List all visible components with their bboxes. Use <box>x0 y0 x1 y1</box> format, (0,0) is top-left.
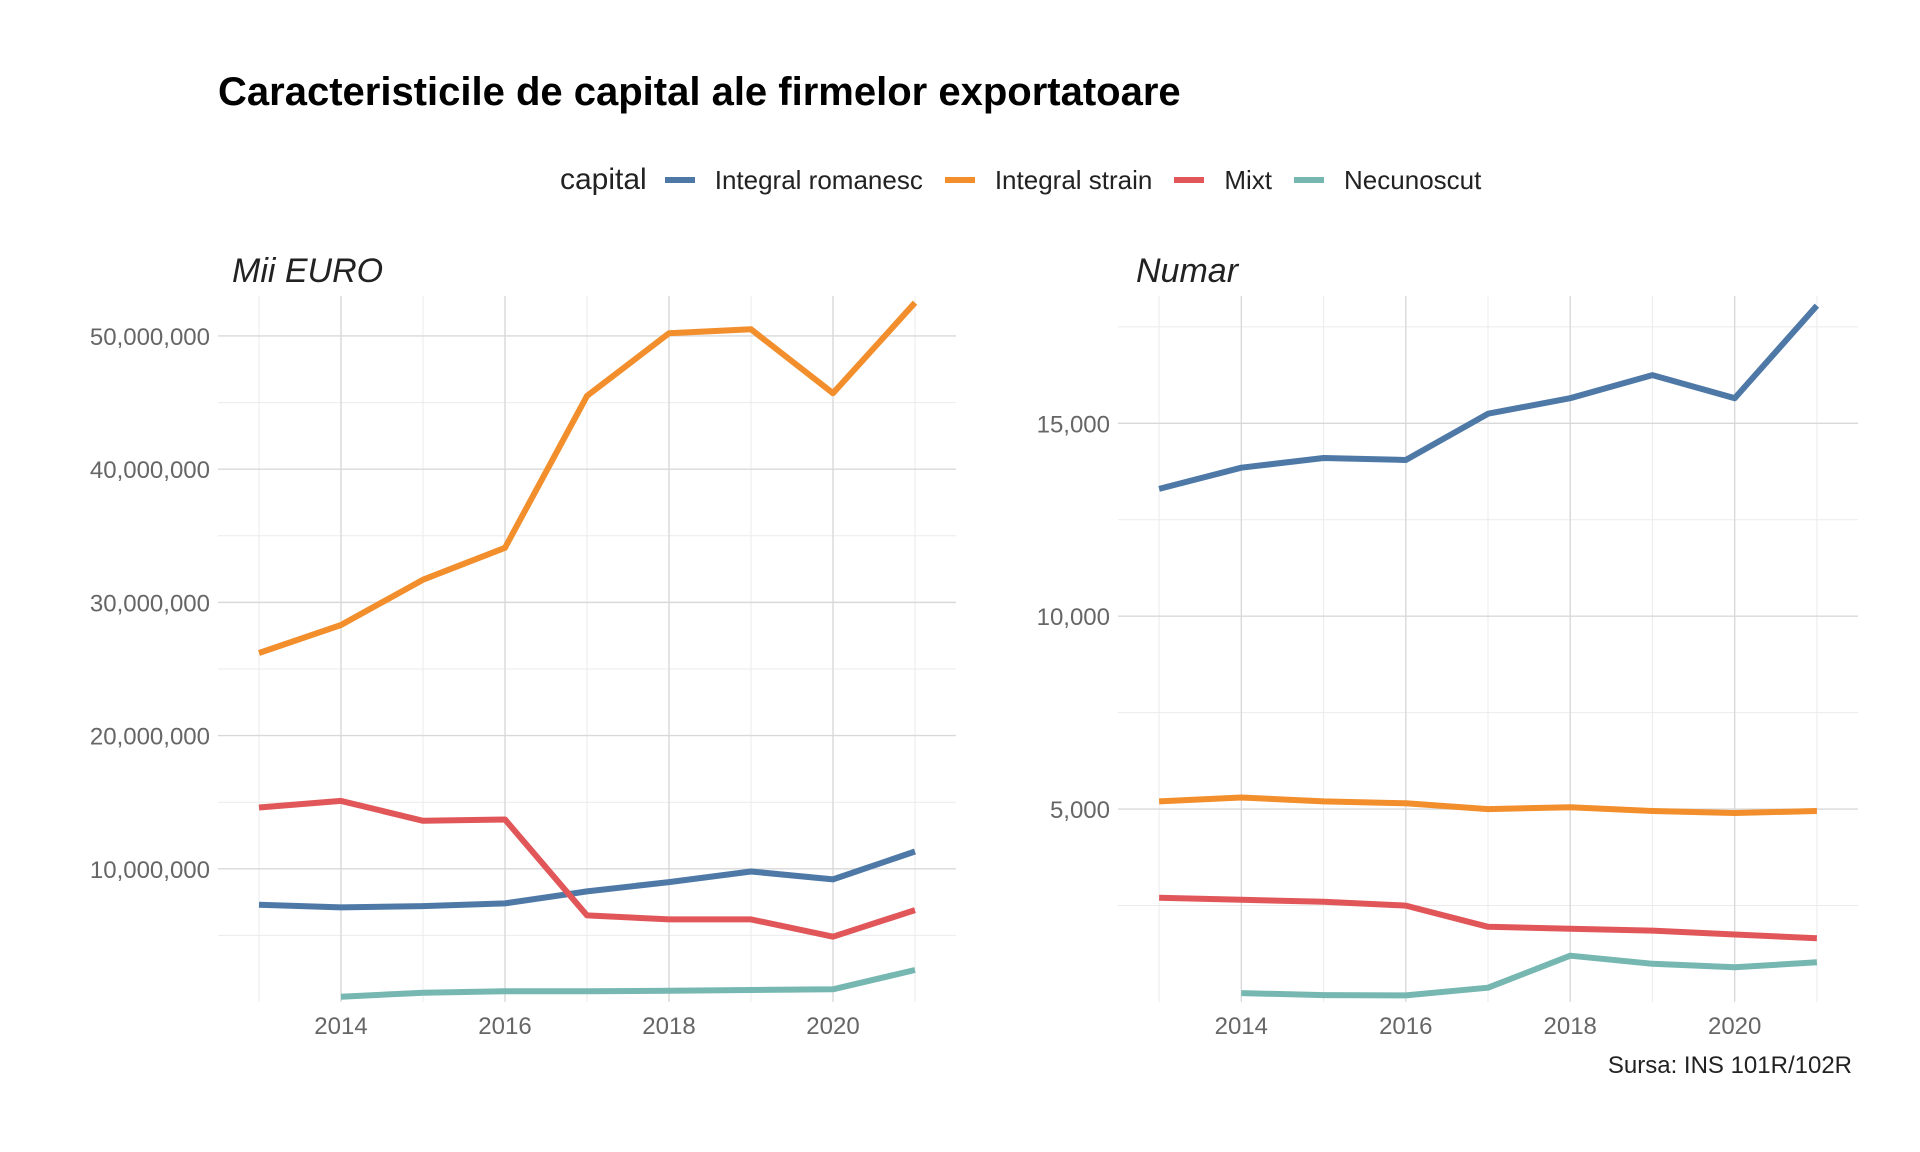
legend-label: Necunoscut <box>1344 164 1482 195</box>
y-tick-label: 10,000 <box>1037 604 1110 631</box>
legend-label: Integral romanesc <box>714 164 923 195</box>
chart-panel: Numar 5,000 10,000 15,000 2014 2016 2018 2020 <box>1037 252 1858 1040</box>
panel-title: Numar <box>1136 252 1240 290</box>
chart-title: Caracteristicile de capital ale firmelor… <box>218 70 1181 114</box>
x-tick-label: 2020 <box>1708 1013 1761 1040</box>
x-tick-label: 2014 <box>1215 1013 1268 1040</box>
series-line-integral-romanesc <box>1158 303 1820 492</box>
legend-key-mixt <box>1174 177 1205 183</box>
panel-title: Mii EURO <box>232 252 383 290</box>
legend-item-integral-romanesc: Integral romanesc <box>664 164 923 196</box>
x-tick-label: 2016 <box>478 1013 531 1040</box>
y-tick-label: 10,000,000 <box>90 857 210 884</box>
y-tick-label: 50,000,000 <box>90 324 210 351</box>
y-tick-label: 5,000 <box>1050 797 1110 824</box>
legend-title: capital <box>560 163 647 196</box>
legend-key-integral-strain <box>944 177 975 183</box>
y-tick-label: 20,000,000 <box>90 724 210 751</box>
series-line-integral-strain <box>1158 794 1817 816</box>
legend-label: Mixt <box>1224 164 1273 195</box>
y-tick-label: 40,000,000 <box>90 457 210 484</box>
source-caption: Sursa: INS 101R/102R <box>1607 1052 1852 1079</box>
legend-key-integral-romanesc <box>664 177 695 183</box>
chart-panel: Mii EURO 10,000,000 20,000,000 30,000,000 40… <box>90 252 956 1040</box>
x-tick-label: 2016 <box>1379 1013 1432 1040</box>
series-line-necunoscut <box>1241 952 1818 999</box>
legend: capital Integral romanesc Integral strai… <box>560 160 1503 200</box>
legend-label: Integral strain <box>994 164 1153 195</box>
series-line-integral-romanesc <box>258 848 916 911</box>
x-tick-label: 2020 <box>806 1013 859 1040</box>
x-tick-label: 2018 <box>1544 1013 1597 1040</box>
y-tick-label: 30,000,000 <box>90 590 210 617</box>
legend-item-integral-strain: Integral strain <box>944 164 1153 196</box>
series-line-integral-strain <box>258 300 918 656</box>
legend-item-mixt: Mixt <box>1174 165 1272 196</box>
y-tick-label: 15,000 <box>1037 411 1110 438</box>
legend-item-necunoscut: Necunoscut <box>1294 165 1481 196</box>
x-tick-label: 2018 <box>642 1013 695 1040</box>
legend-key-necunoscut <box>1294 177 1325 183</box>
series-line-necunoscut <box>340 967 916 1000</box>
series-line-mixt <box>258 797 916 940</box>
series-line-mixt <box>1159 894 1818 942</box>
x-tick-label: 2014 <box>314 1013 367 1040</box>
